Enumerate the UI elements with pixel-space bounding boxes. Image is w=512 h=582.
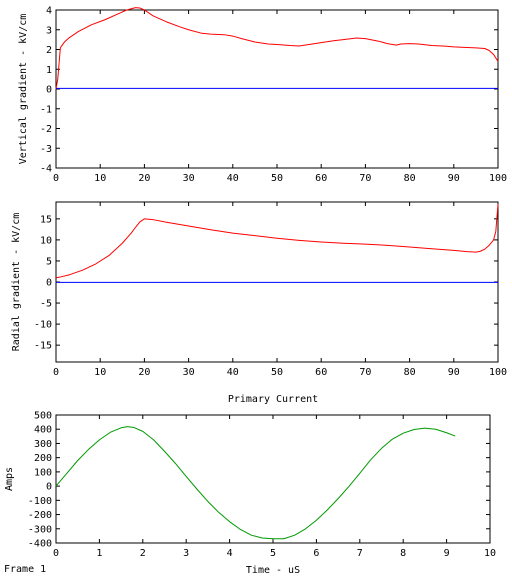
y-tick-label: -3	[40, 144, 52, 155]
plot-frame	[55, 414, 491, 544]
y-tick-label: 300	[34, 439, 52, 450]
primary-current-chart: 0 1 2 3 4 5 6 7 8 9 10 -400 -300 -200 -100 0 100 200 300 40…	[4, 394, 496, 576]
y-tick-label: -15	[34, 341, 52, 352]
series-line-0	[55, 7, 499, 90]
x-tick-label: 50	[271, 173, 283, 184]
x-tick-label: 40	[227, 173, 239, 184]
y-tick-label: 4	[46, 6, 52, 17]
y-tick-label: 2	[46, 45, 52, 56]
y-tick-label: 100	[34, 467, 52, 478]
x-tick-label: 30	[183, 367, 195, 378]
x-axis-label: Time - uS	[246, 565, 300, 576]
y-axis-label: Amps	[4, 467, 15, 491]
y-tick-label: 400	[34, 425, 52, 436]
y-tick-label: 0	[46, 482, 52, 493]
y-axis-label: Vertical gradient - kV/cm	[18, 14, 29, 165]
x-tick-label: 80	[404, 173, 416, 184]
plot-frame	[55, 9, 499, 169]
x-tick-label: 10	[94, 367, 106, 378]
x-tick-label: 5	[270, 548, 276, 559]
x-tick-label: 60	[315, 173, 327, 184]
vertical-gradient-chart: 0 10 20 30 40 50 60 70 80 90 100 -4 -3 -2 -1 0 1 2 3 4 Verti…	[18, 6, 507, 185]
y-tick-label: -10	[34, 320, 52, 331]
x-tick-label: 80	[404, 367, 416, 378]
y-tick-label: 0	[46, 278, 52, 289]
frame-label: Frame 1	[4, 564, 47, 575]
y-tick-label: -2	[40, 124, 52, 135]
x-tick-label: 8	[400, 548, 406, 559]
chart-title: Primary Current	[228, 394, 318, 405]
x-tick-label: 90	[448, 173, 460, 184]
x-tick-label: 20	[138, 367, 150, 378]
y-tick-label: -4	[40, 164, 52, 175]
x-tick-label: 0	[53, 367, 59, 378]
y-axis-label: Radial gradient - kV/cm	[11, 213, 22, 351]
x-tick-label: 70	[359, 367, 371, 378]
x-tick-label: 3	[183, 548, 189, 559]
x-tick-label: 1	[96, 548, 102, 559]
x-tick-label: 2	[140, 548, 146, 559]
y-tick-label: -300	[28, 524, 52, 535]
y-tick-label: -5	[40, 299, 52, 310]
y-tick-label: -1	[40, 104, 52, 115]
y-tick-label: 0	[46, 85, 52, 96]
y-tick-label: -400	[28, 539, 52, 550]
y-tick-label: 200	[34, 453, 52, 464]
x-tick-label: 9	[444, 548, 450, 559]
y-tick-label: 3	[46, 25, 52, 36]
x-tick-label: 40	[227, 367, 239, 378]
series-line-0	[55, 426, 456, 540]
radial-gradient-chart: 0 10 20 30 40 50 60 70 80 90 100 -15 -10 -5 0 5 10 15 Radi…	[11, 201, 507, 378]
y-tick-label: -100	[28, 496, 52, 507]
y-tick-label: 10	[40, 235, 52, 246]
x-tick-label: 0	[53, 548, 59, 559]
x-tick-label: 90	[448, 367, 460, 378]
x-tick-label: 100	[489, 367, 507, 378]
x-tick-label: 6	[313, 548, 319, 559]
x-tick-label: 10	[94, 173, 106, 184]
y-tick-label: 15	[40, 214, 52, 225]
x-tick-label: 60	[315, 367, 327, 378]
x-tick-label: 4	[227, 548, 233, 559]
x-tick-label: 100	[489, 173, 507, 184]
y-tick-label: 1	[46, 65, 52, 76]
series-line-0	[55, 204, 499, 279]
x-tick-label: 70	[359, 173, 371, 184]
y-tick-label: 500	[34, 411, 52, 422]
x-tick-label: 50	[271, 367, 283, 378]
x-tick-label: 10	[484, 548, 496, 559]
y-tick-label: 5	[46, 256, 52, 267]
y-tick-label: -200	[28, 510, 52, 521]
x-tick-label: 20	[138, 173, 150, 184]
x-tick-label: 30	[183, 173, 195, 184]
x-tick-label: 0	[53, 173, 59, 184]
x-tick-label: 7	[357, 548, 363, 559]
